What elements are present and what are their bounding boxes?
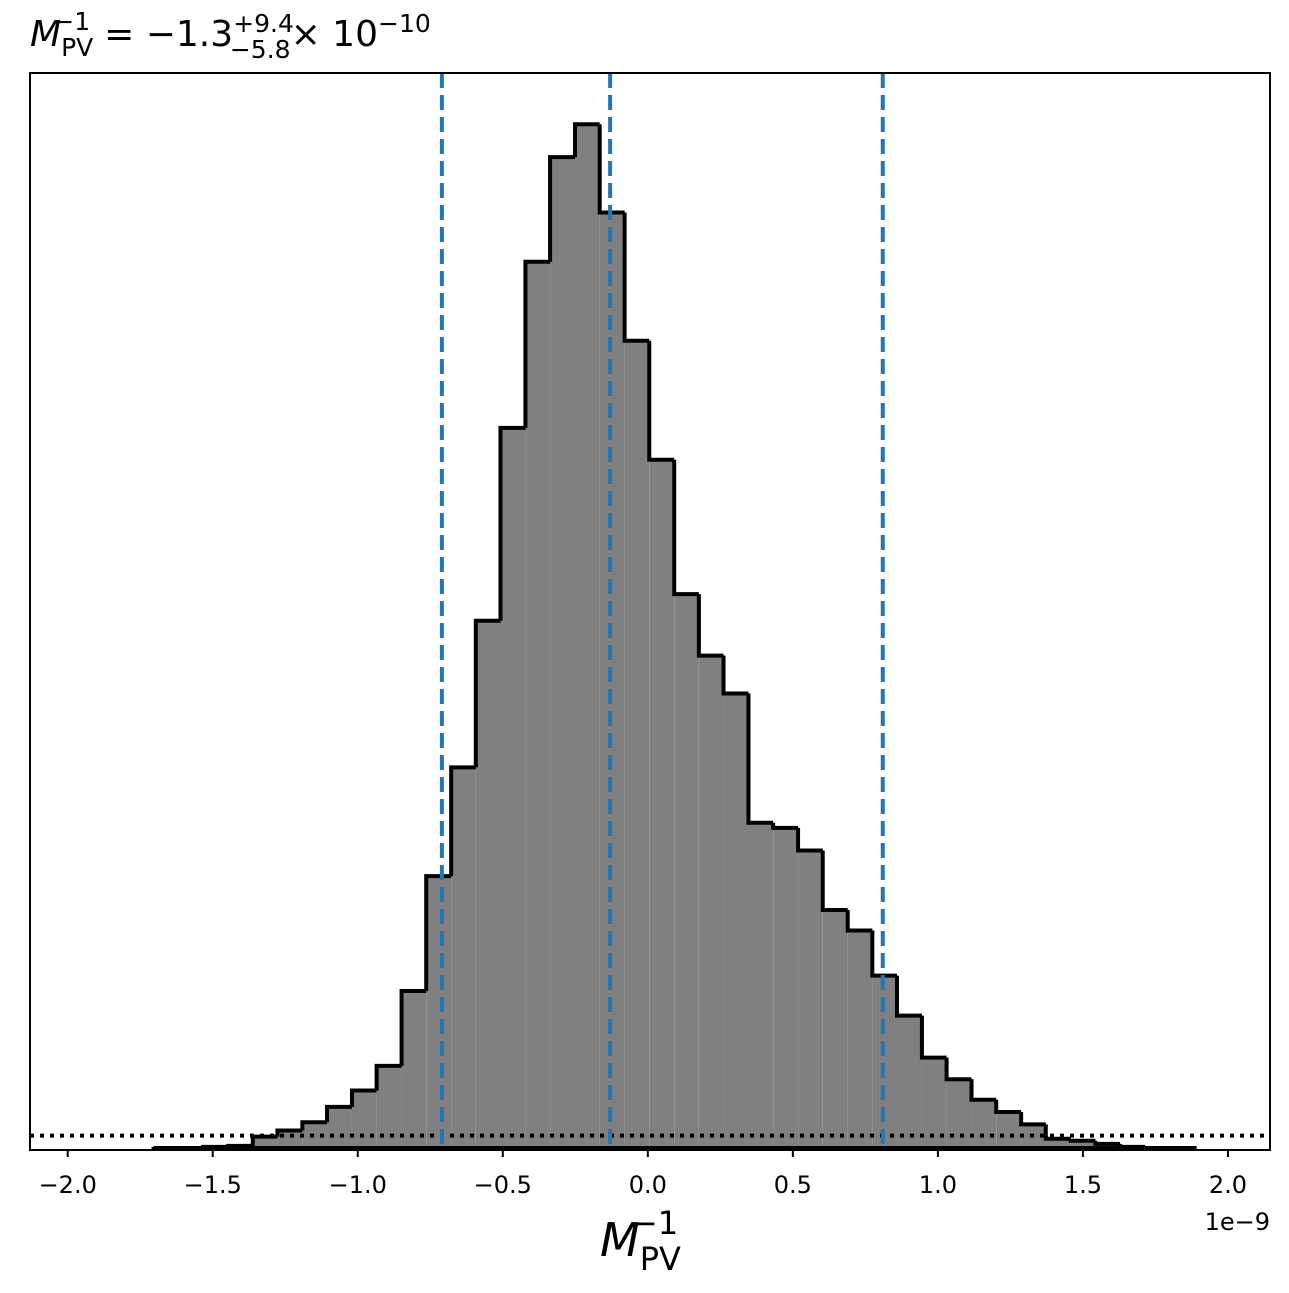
bar xyxy=(847,930,873,1150)
bar xyxy=(649,459,675,1150)
bar xyxy=(525,261,551,1150)
bar-outline xyxy=(969,1079,997,1102)
bar-outline xyxy=(746,693,774,825)
bar xyxy=(575,124,600,1150)
bar-outline xyxy=(672,459,699,597)
bar-outline xyxy=(870,930,897,978)
x-offset-label: 1e−9 xyxy=(1205,1208,1270,1236)
bar xyxy=(599,212,625,1151)
bar-outline xyxy=(498,425,526,621)
bar-outline xyxy=(647,340,675,462)
title-plus: +9.4 xyxy=(233,9,294,38)
bar-outline xyxy=(399,989,427,1066)
bar-outline xyxy=(573,122,600,158)
bar-outline xyxy=(374,1063,402,1091)
bar-outline xyxy=(696,594,724,658)
bar xyxy=(946,1079,972,1150)
bar-outline xyxy=(796,827,823,853)
bar xyxy=(550,157,576,1150)
bar-outline xyxy=(325,1104,352,1123)
bar-outline xyxy=(919,1015,947,1060)
bar-outline xyxy=(523,259,551,428)
bar-outline xyxy=(473,618,501,768)
chart-title: MPV−1 = −1.3+9.4 −5.8× 10−10 xyxy=(30,7,431,64)
bar-outline xyxy=(721,655,749,696)
bar xyxy=(1070,1140,1096,1150)
bar-outline xyxy=(1093,1140,1121,1146)
xlabel-sup: −1 xyxy=(631,1204,678,1242)
x-tick-label: −1.0 xyxy=(329,1171,387,1199)
x-tick-label: 0.0 xyxy=(629,1171,667,1199)
title-power: −10 xyxy=(378,9,431,38)
bar xyxy=(798,850,823,1150)
bar-outline xyxy=(300,1120,328,1131)
bar xyxy=(698,655,724,1150)
x-tick-label: 1.0 xyxy=(919,1171,957,1199)
bar xyxy=(674,594,699,1150)
bar-outline xyxy=(994,1099,1022,1115)
bar xyxy=(971,1099,997,1150)
bar-outline xyxy=(349,1088,377,1107)
bar xyxy=(748,822,774,1150)
bar-outline xyxy=(1019,1112,1046,1127)
bar xyxy=(773,827,799,1150)
xlabel-sub: PV xyxy=(640,1240,681,1278)
x-tick-label: 1.5 xyxy=(1064,1171,1102,1199)
bar xyxy=(896,1015,922,1150)
x-tick-label: −2.0 xyxy=(39,1171,97,1199)
title-value: = −1.3 xyxy=(104,14,233,55)
title-sup: −1 xyxy=(53,7,90,36)
title-times: × 10 xyxy=(291,14,378,55)
bar xyxy=(327,1106,352,1150)
xlabel-symbol: M xyxy=(600,1213,640,1267)
bar xyxy=(624,340,650,1150)
x-tick-label: −1.5 xyxy=(184,1171,242,1199)
x-tick-label: 0.5 xyxy=(774,1171,812,1199)
bar-outline xyxy=(944,1057,972,1082)
title-minus: −5.8 xyxy=(230,35,291,64)
title-symbol: M xyxy=(30,14,61,55)
x-axis-label: MPV−1 xyxy=(600,1204,681,1278)
bar-outline xyxy=(1068,1138,1096,1143)
bar-outline xyxy=(275,1128,303,1137)
bar xyxy=(996,1112,1022,1150)
bar-outline xyxy=(449,765,476,877)
bar-outline xyxy=(597,124,625,215)
bar-outline xyxy=(622,212,650,343)
bar xyxy=(500,427,526,1150)
bar-outline xyxy=(771,822,799,830)
bar xyxy=(822,909,848,1150)
title-sub: PV xyxy=(61,33,93,62)
bar xyxy=(475,620,501,1150)
bar-outline xyxy=(1043,1124,1071,1141)
bar-outline xyxy=(894,975,922,1018)
bar xyxy=(426,876,452,1150)
bar xyxy=(1045,1138,1071,1150)
bar-outline xyxy=(820,850,848,912)
plot-frame xyxy=(29,72,1271,1151)
x-tick-label: −0.5 xyxy=(474,1171,532,1199)
bar xyxy=(451,767,476,1150)
bar xyxy=(351,1090,377,1150)
x-tick-label: 2.0 xyxy=(1209,1171,1247,1199)
bar-outline xyxy=(845,909,873,933)
bar xyxy=(723,693,749,1150)
bar-outline xyxy=(548,155,576,262)
bar xyxy=(401,991,427,1150)
